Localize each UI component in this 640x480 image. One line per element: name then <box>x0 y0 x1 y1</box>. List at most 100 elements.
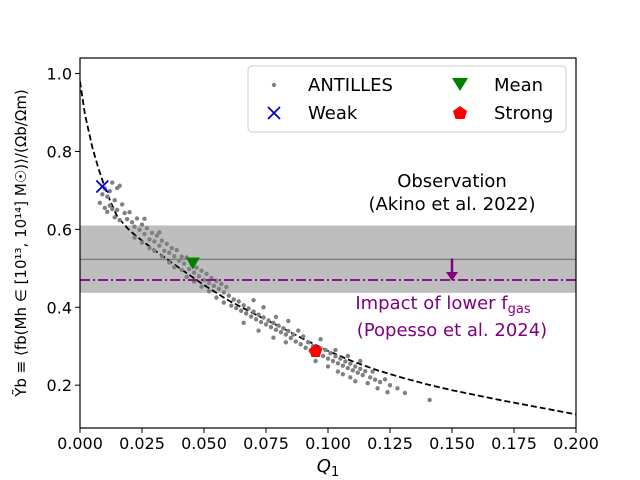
antilles-point <box>206 280 212 286</box>
x-axis-label: Q1 <box>317 456 339 480</box>
antilles-point <box>115 207 120 213</box>
antilles-point <box>353 364 358 369</box>
antilles-point <box>117 183 122 188</box>
legend-strong-label: Strong <box>494 103 553 124</box>
antilles-point <box>263 322 269 327</box>
antilles-point <box>142 231 147 237</box>
antilles-point <box>261 315 266 320</box>
antilles-point <box>288 335 293 341</box>
antilles-point <box>372 377 378 382</box>
antilles-point <box>216 286 222 292</box>
antilles-point <box>137 227 142 232</box>
antilles-point <box>303 345 308 350</box>
antilles-point <box>105 194 110 199</box>
antilles-point <box>179 267 184 273</box>
antilles-point <box>194 265 199 270</box>
antilles-point <box>340 372 346 377</box>
antilles-point <box>301 334 306 339</box>
antilles-point <box>348 361 353 366</box>
antilles-point <box>266 318 271 323</box>
antilles-point <box>382 377 388 382</box>
antilles-point <box>246 306 251 311</box>
x-tick-label: 0.000 <box>57 434 103 453</box>
antilles-point <box>328 351 333 356</box>
observation-label: Observation <box>397 171 507 192</box>
antilles-point <box>124 217 130 222</box>
antilles-point <box>360 372 365 378</box>
impact-arrow-head <box>446 272 458 281</box>
antilles-point <box>110 206 115 212</box>
antilles-point <box>325 356 331 361</box>
antilles-point <box>363 368 368 374</box>
antilles-point <box>164 241 169 246</box>
antilles-point <box>253 317 259 322</box>
antilles-point <box>293 339 298 344</box>
antilles-point <box>367 375 373 380</box>
antilles-point <box>333 354 338 359</box>
antilles-point <box>229 303 234 308</box>
antilles-point <box>268 324 274 330</box>
antilles-point <box>241 303 246 308</box>
antilles-point <box>147 245 152 251</box>
antilles-point <box>107 203 112 208</box>
antilles-point <box>283 340 289 345</box>
antilles-point <box>333 347 338 353</box>
antilles-point <box>251 309 256 314</box>
antilles-point <box>191 270 197 275</box>
y-tick-label: 0.4 <box>47 298 72 317</box>
antilles-point <box>343 359 348 364</box>
antilles-point <box>134 216 140 221</box>
antilles-point <box>167 250 172 255</box>
strong-marker <box>308 344 323 357</box>
antilles-point <box>291 332 296 337</box>
antilles-point <box>100 192 105 197</box>
x-axis-ticks: 0.000 0.025 0.050 0.075 0.100 0.125 0.150 0.175… <box>57 428 599 453</box>
x-tick-label: 0.075 <box>243 434 289 453</box>
x-tick-label: 0.150 <box>429 434 475 453</box>
antilles-point <box>181 261 187 266</box>
impact-reference: (Popesso et al. 2024) <box>357 320 547 341</box>
impact-label: Impact of lower fgas <box>355 293 531 317</box>
antilles-point <box>256 328 261 333</box>
antilles-point <box>385 389 390 395</box>
legend-weak-swatch <box>267 106 281 120</box>
weak-marker <box>95 179 109 194</box>
antilles-point <box>112 197 117 203</box>
legend-antilles-label: ANTILLES <box>308 75 393 96</box>
legend-mean-label: Mean <box>494 75 543 96</box>
y-tick-label: 1.0 <box>47 65 72 84</box>
antilles-point <box>226 293 231 298</box>
antilles-point <box>152 248 157 253</box>
antilles-point <box>338 356 343 361</box>
antilles-point <box>261 305 266 310</box>
antilles-point <box>273 314 279 320</box>
antilles-point <box>224 284 229 290</box>
antilles-point <box>358 358 363 364</box>
antilles-point <box>355 370 360 375</box>
antilles-point <box>271 335 276 340</box>
antilles-point <box>152 239 157 244</box>
antilles-point <box>241 320 246 326</box>
y-tick-label: 0.6 <box>47 220 72 239</box>
antilles-point <box>350 368 355 373</box>
antilles-point <box>157 230 162 235</box>
antilles-point <box>298 342 303 347</box>
legend-weak-label: Weak <box>308 103 358 124</box>
antilles-point <box>172 264 177 270</box>
antilles-point <box>196 273 202 279</box>
antilles-point <box>139 222 145 227</box>
antilles-point <box>345 353 351 359</box>
antilles-point <box>221 300 227 305</box>
antilles-point <box>283 332 289 337</box>
antilles-point <box>395 386 400 391</box>
antilles-point <box>117 217 122 223</box>
antilles-point <box>340 363 346 368</box>
antilles-point <box>239 308 244 313</box>
antilles-point <box>110 180 115 185</box>
antilles-point <box>358 366 363 371</box>
antilles-point <box>375 386 380 391</box>
antilles-point <box>323 347 328 353</box>
antilles-point <box>201 277 207 283</box>
antilles-point <box>219 281 224 287</box>
